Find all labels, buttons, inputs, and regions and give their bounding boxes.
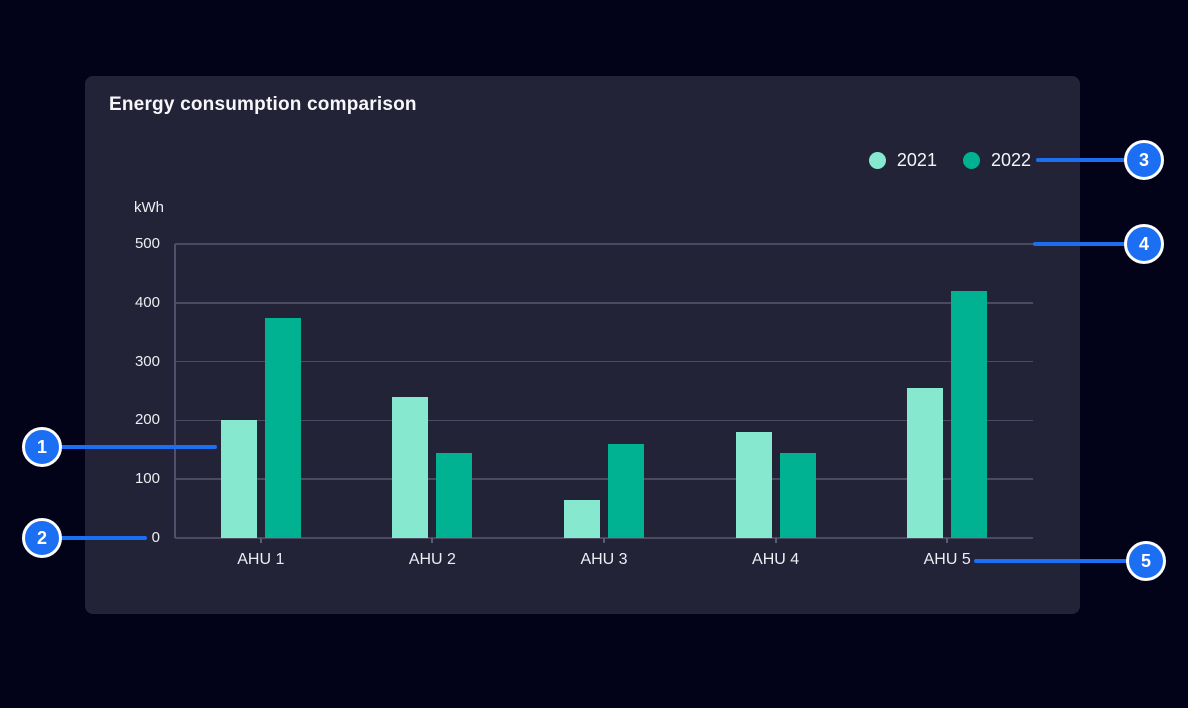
bar-2022-ahu-2 <box>436 452 473 538</box>
x-category-label-2: AHU 2 <box>408 551 456 568</box>
y-tick-label-500: 500 <box>134 235 160 252</box>
callout-marker-1: 1 <box>22 427 62 467</box>
legend-item-2021[interactable]: 2021 <box>868 149 937 171</box>
x-axis-tick-5 <box>946 538 949 543</box>
bar-2021-ahu-1 <box>220 420 257 538</box>
x-category-label-4: AHU 4 <box>752 551 800 568</box>
callout-marker-4: 4 <box>1124 224 1164 264</box>
y-tick-label-0: 0 <box>151 529 160 546</box>
legend-label-2022: 2022 <box>990 149 1031 170</box>
legend-item-2022[interactable]: 2022 <box>962 149 1031 171</box>
chart-title: Energy consumption comparison <box>109 94 417 115</box>
callout-line-1 <box>42 445 217 449</box>
y-tick-label-400: 400 <box>134 293 160 311</box>
bar-2021-ahu-3 <box>564 499 600 538</box>
chart-legend: 2021 2022 <box>868 147 1031 173</box>
y-axis-line <box>174 244 176 538</box>
y-tick-label-200: 200 <box>134 411 160 429</box>
x-category-label-3: AHU 3 <box>580 551 628 568</box>
bar-2022-ahu-4 <box>779 452 816 538</box>
gridline-500 <box>175 243 1033 245</box>
x-axis-tick-3 <box>603 538 605 543</box>
x-axis-tick-1 <box>259 538 262 543</box>
callout-marker-2: 2 <box>22 518 62 558</box>
gridline-300 <box>175 360 1033 363</box>
callout-line-2 <box>42 536 147 540</box>
bar-2022-ahu-5 <box>951 291 988 538</box>
callout-marker-5: 5 <box>1126 541 1166 581</box>
gridline-200 <box>175 419 1033 422</box>
y-tick-label-100: 100 <box>134 470 160 488</box>
x-axis-tick-4 <box>774 538 777 543</box>
callout-line-5 <box>974 559 1146 563</box>
gridline-100 <box>175 478 1033 480</box>
legend-dot-2022 <box>962 151 980 169</box>
y-axis-unit-label: kWh <box>134 199 164 216</box>
callout-line-3 <box>1036 158 1144 162</box>
bar-2021-ahu-4 <box>735 432 772 538</box>
y-tick-label-300: 300 <box>134 352 160 370</box>
legend-label-2021: 2021 <box>896 149 937 170</box>
legend-dot-2021 <box>868 151 886 169</box>
bar-2021-ahu-5 <box>907 388 944 538</box>
gridline-400 <box>175 302 1033 304</box>
x-category-label-5: AHU 5 <box>923 551 971 568</box>
callout-line-4 <box>1033 242 1144 246</box>
callout-marker-3: 3 <box>1124 140 1164 180</box>
bar-2022-ahu-1 <box>264 317 301 538</box>
x-axis-tick-2 <box>431 538 434 543</box>
x-category-label-1: AHU 1 <box>237 551 285 568</box>
bar-2021-ahu-2 <box>392 396 429 538</box>
bar-2022-ahu-3 <box>608 443 644 538</box>
